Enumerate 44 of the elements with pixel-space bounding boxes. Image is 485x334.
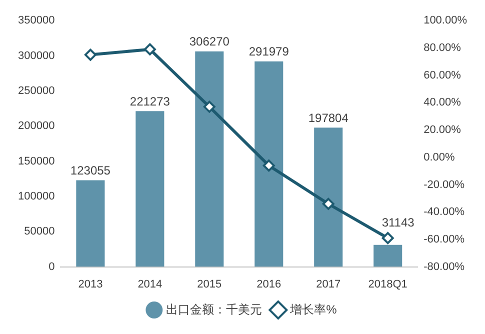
bar xyxy=(314,128,343,267)
data-label: 197804 xyxy=(308,110,349,125)
x-tick-label: 2017 xyxy=(316,278,341,290)
y2-tick-label: 80.00% xyxy=(424,42,462,54)
y2-tick-label: -80.00% xyxy=(424,260,465,273)
y2-tick-label: 60.00% xyxy=(424,69,462,82)
y-tick-label: 150000 xyxy=(18,155,55,168)
y2-tick-label: 100.00% xyxy=(424,14,468,27)
bar xyxy=(136,111,164,267)
bar xyxy=(76,180,105,267)
y-tick-label: 0 xyxy=(48,260,55,273)
point xyxy=(203,100,216,113)
point xyxy=(84,48,96,61)
data-label: 31143 xyxy=(382,215,415,230)
y-tick-label: 350000 xyxy=(18,14,55,27)
bar xyxy=(374,244,402,267)
data-label: 306270 xyxy=(189,34,230,49)
data-label: 221273 xyxy=(130,94,170,108)
x-tick-label: 2014 xyxy=(138,278,162,290)
x-tick-label: 2015 xyxy=(197,278,222,290)
data-label: 291979 xyxy=(248,44,290,59)
bar xyxy=(254,61,284,267)
y2-tick-label: -60.00% xyxy=(424,233,465,246)
y2-tick-label: 20.00% xyxy=(424,124,462,136)
x-tick-label: 2013 xyxy=(78,278,103,290)
point xyxy=(262,160,275,172)
point xyxy=(144,43,156,56)
bar xyxy=(195,51,224,267)
legend-label: 增长率% xyxy=(289,302,338,316)
y-tick-label: 100000 xyxy=(18,190,55,202)
y-tick-label: 50000 xyxy=(24,226,55,238)
y2-tick-label: -40.00% xyxy=(424,206,465,218)
x-tick-label: 2016 xyxy=(256,278,282,290)
y2-tick-label: 40.00% xyxy=(424,96,462,109)
y-tick-label: 300000 xyxy=(18,50,55,62)
point xyxy=(382,232,394,244)
point xyxy=(322,198,334,210)
y-tick-label: 200000 xyxy=(18,120,55,132)
y2-tick-label: 0.00% xyxy=(424,151,455,164)
y2-tick-label: -20.00% xyxy=(424,178,465,191)
legend-label: 出口金额：千美元 xyxy=(166,302,262,316)
x-tick-label: 2018Q1 xyxy=(368,278,408,290)
y-tick-label: 250000 xyxy=(18,84,55,97)
data-label: 123055 xyxy=(70,164,111,178)
